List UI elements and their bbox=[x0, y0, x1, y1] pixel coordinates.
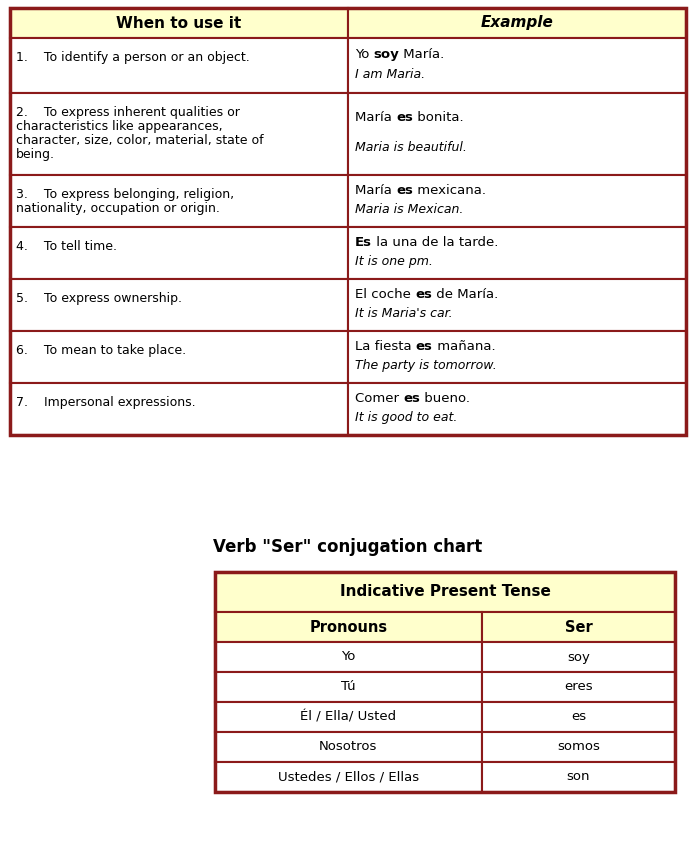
Text: María.: María. bbox=[400, 48, 445, 61]
Text: 7.    Impersonal expressions.: 7. Impersonal expressions. bbox=[16, 396, 196, 409]
Bar bbox=[482, 672, 675, 702]
Text: mañana.: mañana. bbox=[433, 340, 496, 353]
Bar bbox=[348, 383, 686, 435]
Text: Pronouns: Pronouns bbox=[309, 619, 388, 635]
Bar bbox=[10, 227, 348, 279]
Text: son: son bbox=[567, 770, 590, 784]
Bar bbox=[482, 612, 675, 642]
Bar bbox=[215, 572, 675, 612]
Bar bbox=[348, 38, 686, 93]
Text: El coche: El coche bbox=[355, 288, 415, 301]
Text: 6.    To mean to take place.: 6. To mean to take place. bbox=[16, 344, 186, 357]
Bar bbox=[215, 762, 482, 792]
Text: Ustedes / Ellos / Ellas: Ustedes / Ellos / Ellas bbox=[278, 770, 419, 784]
Bar bbox=[348, 175, 686, 227]
Bar bbox=[215, 642, 482, 672]
Text: 5.    To express ownership.: 5. To express ownership. bbox=[16, 292, 182, 305]
Text: It is Maria's car.: It is Maria's car. bbox=[355, 307, 452, 320]
Bar bbox=[348, 227, 686, 279]
Text: Indicative Present Tense: Indicative Present Tense bbox=[340, 584, 551, 600]
Text: Maria is Mexican.: Maria is Mexican. bbox=[355, 203, 464, 216]
Text: es: es bbox=[571, 711, 586, 723]
Text: de María.: de María. bbox=[432, 288, 498, 301]
Text: Yo: Yo bbox=[341, 650, 356, 664]
Text: Maria is beautiful.: Maria is beautiful. bbox=[355, 141, 467, 153]
Text: Él / Ella/ Usted: Él / Ella/ Usted bbox=[301, 711, 397, 723]
Text: Tú: Tú bbox=[341, 681, 356, 694]
Bar bbox=[10, 383, 348, 435]
Text: 2.    To express inherent qualities or: 2. To express inherent qualities or bbox=[16, 106, 240, 119]
Text: la una de la tarde.: la una de la tarde. bbox=[372, 236, 498, 249]
Text: mexicana.: mexicana. bbox=[413, 184, 486, 197]
Text: I am Maria.: I am Maria. bbox=[355, 68, 425, 81]
Bar bbox=[215, 702, 482, 732]
Text: 3.    To express belonging, religion,: 3. To express belonging, religion, bbox=[16, 188, 234, 201]
Text: It is good to eat.: It is good to eat. bbox=[355, 411, 457, 423]
Text: The party is tomorrow.: The party is tomorrow. bbox=[355, 359, 497, 371]
Text: It is one pm.: It is one pm. bbox=[355, 255, 433, 268]
Text: es: es bbox=[415, 288, 432, 301]
Text: character, size, color, material, state of: character, size, color, material, state … bbox=[16, 134, 264, 147]
Bar bbox=[482, 702, 675, 732]
Bar bbox=[10, 93, 348, 175]
Bar bbox=[215, 672, 482, 702]
Text: being.: being. bbox=[16, 148, 55, 161]
Text: es: es bbox=[416, 340, 433, 353]
Text: When to use it: When to use it bbox=[116, 15, 242, 31]
Text: soy: soy bbox=[567, 650, 590, 664]
Bar bbox=[215, 572, 675, 792]
Bar bbox=[10, 279, 348, 331]
Bar bbox=[482, 762, 675, 792]
Text: nationality, occupation or origin.: nationality, occupation or origin. bbox=[16, 202, 220, 215]
Text: Es: Es bbox=[355, 236, 372, 249]
Text: somos: somos bbox=[557, 740, 600, 753]
Bar bbox=[215, 612, 482, 642]
Text: soy: soy bbox=[374, 48, 400, 61]
Text: Yo: Yo bbox=[355, 48, 374, 61]
Text: Nosotros: Nosotros bbox=[319, 740, 378, 753]
Bar bbox=[10, 175, 348, 227]
Text: es: es bbox=[396, 111, 413, 124]
Text: María: María bbox=[355, 111, 396, 124]
Bar bbox=[10, 38, 348, 93]
Bar bbox=[482, 732, 675, 762]
Bar bbox=[482, 642, 675, 672]
Text: Verb "Ser" conjugation chart: Verb "Ser" conjugation chart bbox=[214, 538, 482, 556]
Text: 1.    To identify a person or an object.: 1. To identify a person or an object. bbox=[16, 51, 250, 64]
Text: eres: eres bbox=[564, 681, 593, 694]
Bar bbox=[348, 279, 686, 331]
Bar bbox=[348, 8, 686, 38]
Text: La fiesta: La fiesta bbox=[355, 340, 416, 353]
Bar bbox=[10, 8, 686, 435]
Text: María: María bbox=[355, 184, 396, 197]
Bar bbox=[10, 331, 348, 383]
Text: Comer: Comer bbox=[355, 392, 403, 405]
Text: es: es bbox=[396, 184, 413, 197]
Text: Ser: Ser bbox=[564, 619, 592, 635]
Bar bbox=[10, 8, 348, 38]
Text: es: es bbox=[403, 392, 420, 405]
Text: bueno.: bueno. bbox=[420, 392, 470, 405]
Text: 4.    To tell time.: 4. To tell time. bbox=[16, 240, 117, 253]
Text: Example: Example bbox=[480, 15, 553, 31]
Bar bbox=[348, 93, 686, 175]
Text: characteristics like appearances,: characteristics like appearances, bbox=[16, 120, 223, 133]
Bar bbox=[215, 732, 482, 762]
Text: bonita.: bonita. bbox=[413, 111, 464, 124]
Bar bbox=[348, 331, 686, 383]
